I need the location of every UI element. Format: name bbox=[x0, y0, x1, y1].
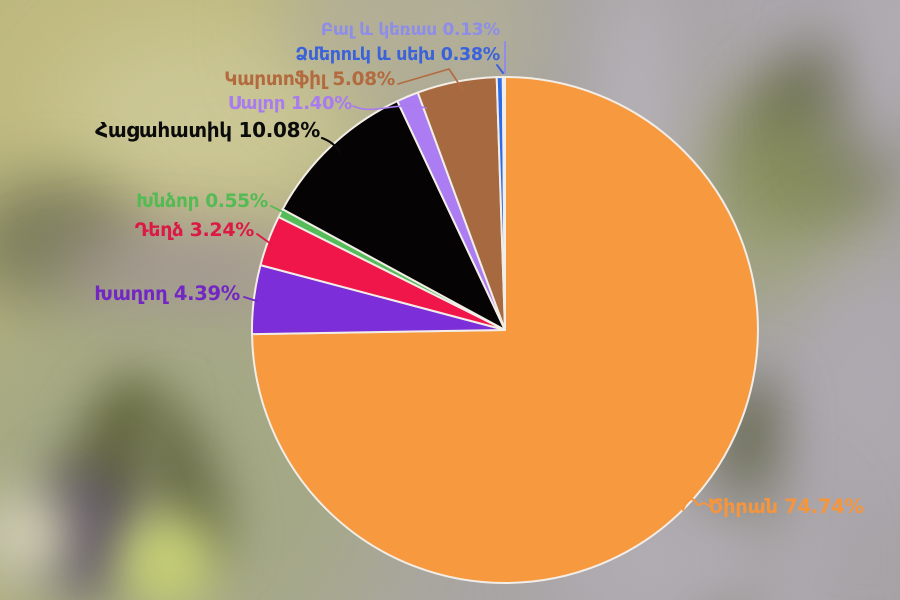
label-melon: Ձմերուկ և սեխ 0.38% bbox=[295, 45, 500, 65]
leader-line-melon bbox=[496, 64, 504, 74]
label-apricot: Ծիրան 74.74% bbox=[708, 495, 864, 518]
leader-line-potato bbox=[397, 68, 464, 91]
label-apple: Խնձոր 0.55% bbox=[136, 191, 268, 212]
label-plum: Սալոր 1.40% bbox=[227, 93, 352, 114]
label-grape: Խաղող 4.39% bbox=[94, 282, 240, 305]
label-peach: Դեղձ 3.24% bbox=[134, 219, 255, 241]
label-potato: Կարտոֆիլ 5.08% bbox=[224, 69, 395, 90]
label-cereals: Հացահատիկ 10.08% bbox=[95, 118, 320, 142]
pie-slice-cherry[interactable] bbox=[501, 75, 506, 331]
leader-line-grape bbox=[243, 296, 258, 302]
leader-line-cereals bbox=[320, 136, 342, 154]
pie-slice-apricot[interactable] bbox=[251, 76, 759, 584]
pie-slice-cereals[interactable] bbox=[281, 100, 506, 331]
leader-line-apricot bbox=[682, 498, 710, 511]
leader-line-peach bbox=[256, 233, 272, 245]
leader-line-plum bbox=[352, 104, 427, 111]
leader-line-apple bbox=[270, 205, 286, 214]
label-cherry: Բալ և կեռաս 0.13% bbox=[320, 20, 500, 40]
pie-slices bbox=[250, 75, 759, 584]
